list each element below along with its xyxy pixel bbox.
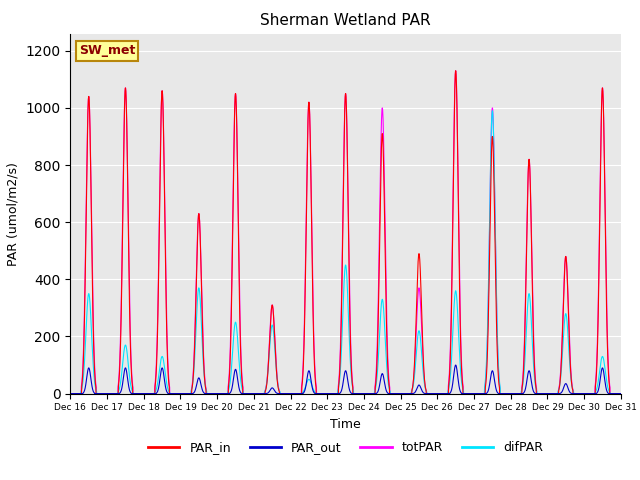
Title: Sherman Wetland PAR: Sherman Wetland PAR xyxy=(260,13,431,28)
Legend: PAR_in, PAR_out, totPAR, difPAR: PAR_in, PAR_out, totPAR, difPAR xyxy=(143,436,548,459)
Y-axis label: PAR (umol/m2/s): PAR (umol/m2/s) xyxy=(7,162,20,265)
Text: SW_met: SW_met xyxy=(79,44,135,58)
X-axis label: Time: Time xyxy=(330,418,361,431)
